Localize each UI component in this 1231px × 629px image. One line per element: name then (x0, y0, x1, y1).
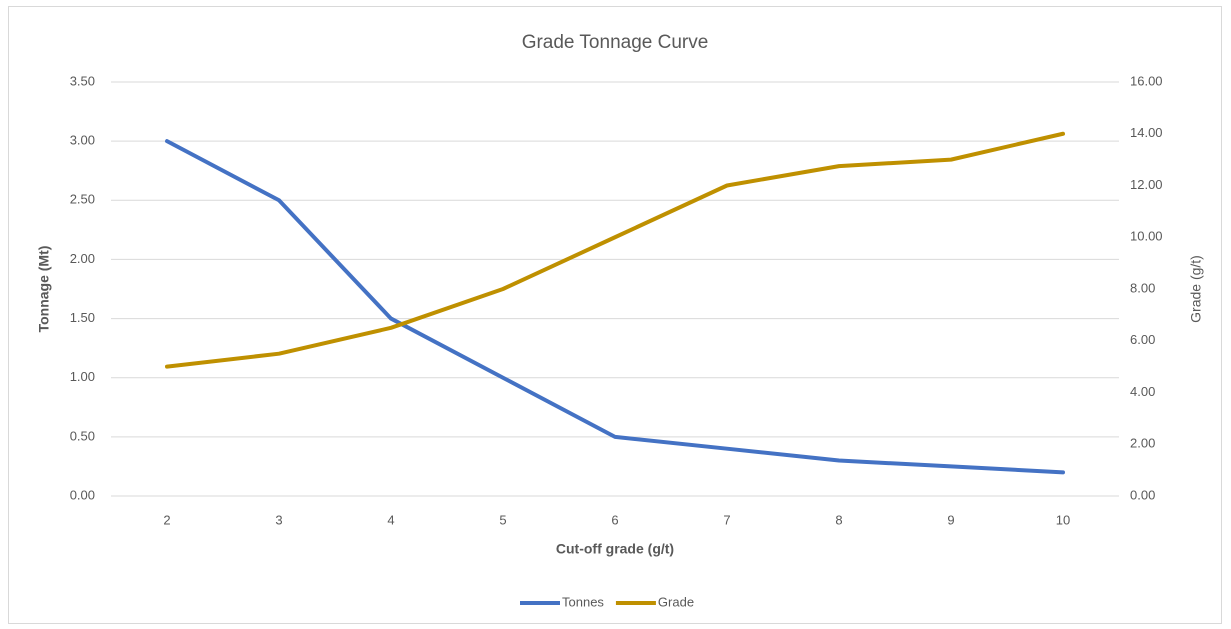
y-tick-label: 0.50 (70, 428, 95, 443)
y-tick-label: 2.50 (70, 192, 95, 207)
y-tick-label: 1.00 (70, 369, 95, 384)
x-tick-label: 8 (835, 512, 842, 527)
y2-tick-label: 0.00 (1130, 487, 1155, 502)
y2-tick-label: 10.00 (1130, 229, 1163, 244)
x-tick-label: 4 (387, 512, 394, 527)
legend-label: Grade (658, 594, 694, 609)
x-tick-label: 6 (611, 512, 618, 527)
series-line (165, 131, 1065, 369)
x-axis-title: Cut-off grade (g/t) (556, 541, 674, 557)
y-tick-label: 3.00 (70, 133, 95, 148)
x-tick-label: 10 (1056, 512, 1070, 527)
y-axis-title: Tonnage (Mt) (36, 246, 52, 333)
x-tick-label: 2 (163, 512, 170, 527)
x-tick-label: 3 (275, 512, 282, 527)
y-tick-label: 2.00 (70, 251, 95, 266)
chart-title: Grade Tonnage Curve (522, 32, 709, 53)
x-tick-label: 5 (499, 512, 506, 527)
y2-tick-label: 8.00 (1130, 280, 1155, 295)
y2-tick-label: 2.00 (1130, 436, 1155, 451)
chart-border (8, 6, 1222, 624)
y-tick-label: 1.50 (70, 310, 95, 325)
y2-tick-label: 4.00 (1130, 384, 1155, 399)
series-line (165, 139, 1065, 475)
y2-tick-label: 16.00 (1130, 73, 1163, 88)
y-tick-label: 3.50 (70, 73, 95, 88)
y2-tick-label: 6.00 (1130, 332, 1155, 347)
y2-tick-label: 14.00 (1130, 125, 1163, 140)
legend-label: Tonnes (562, 594, 604, 609)
y-tick-label: 0.00 (70, 487, 95, 502)
y2-axis-title: Grade (g/t) (1188, 255, 1204, 323)
x-tick-label: 9 (947, 512, 954, 527)
x-tick-label: 7 (723, 512, 730, 527)
y2-tick-label: 12.00 (1130, 177, 1163, 192)
